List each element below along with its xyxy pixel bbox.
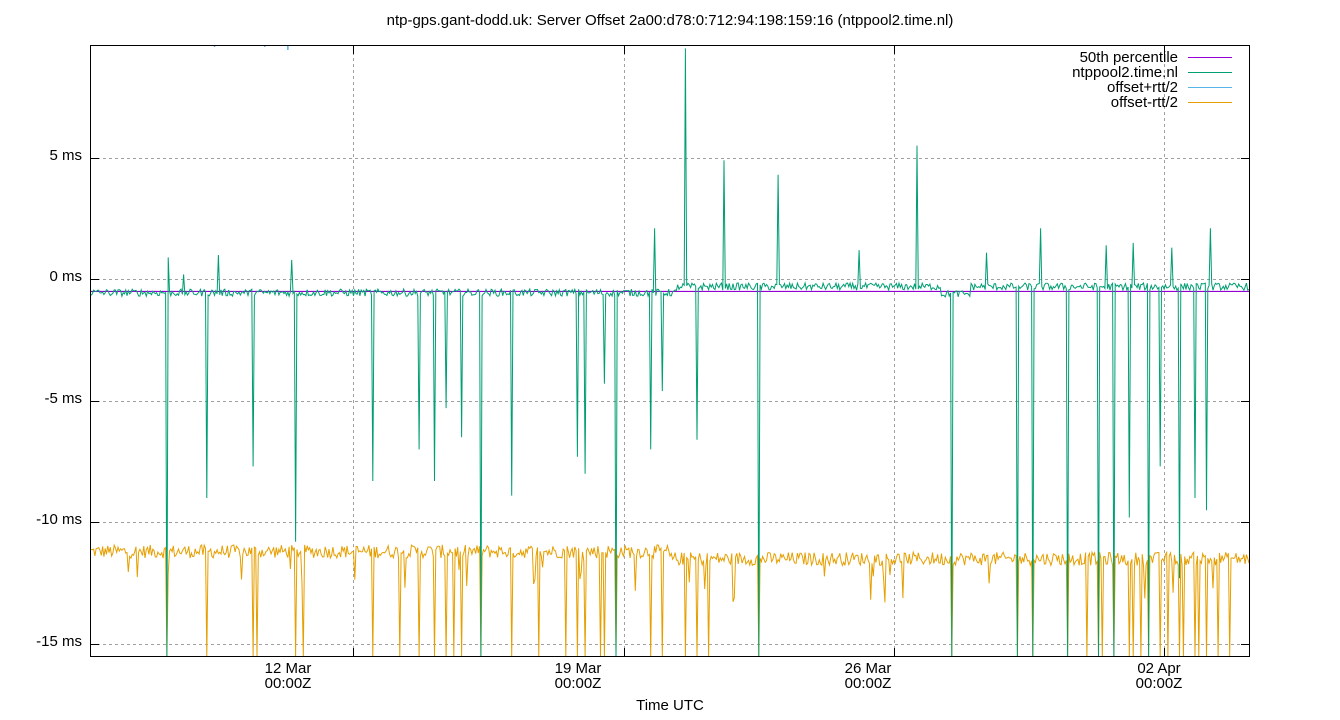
legend-item: offset+rtt/2 [1072,79,1232,96]
legend-swatch [1188,57,1232,58]
x-tick-date: 02 Apr [1137,660,1181,677]
x-tick-label: 12 Mar 00:00Z [238,661,338,691]
x-tick-time: 00:00Z [264,675,312,692]
x-axis-label: Time UTC [636,697,704,714]
y-tick-label: -10 ms [36,511,82,528]
axis-ticks [91,46,1249,656]
y-tick-label: 5 ms [49,147,82,164]
legend-label: ntppool2.time.nl [1072,64,1178,81]
series-lines [90,46,1250,657]
plot-frame [90,45,1250,657]
grid-lines [91,46,1249,656]
x-tick-date: 12 Mar [264,660,312,677]
x-tick-label: 02 Apr 00:00Z [1109,661,1209,691]
y-tick-label: -15 ms [36,633,82,650]
x-tick-time: 00:00Z [1135,675,1183,692]
legend-swatch [1188,102,1232,103]
x-tick-date: 19 Mar [554,660,602,677]
legend-item: ntppool2.time.nl [1072,64,1232,81]
legend-label: offset+rtt/2 [1106,79,1178,96]
legend-label: offset-rtt/2 [1110,94,1178,111]
y-tick-label: -5 ms [44,390,83,407]
legend: 50th percentile ntppool2.time.nl offset+… [1072,49,1232,111]
legend-swatch [1188,72,1232,73]
x-tick-label: 19 Mar 00:00Z [528,661,628,691]
x-tick-date: 26 Mar [844,660,892,677]
legend-item: 50th percentile [1072,49,1232,66]
legend-item: offset-rtt/2 [1072,94,1232,111]
y-tick-label: 0 ms [49,268,82,285]
x-tick-label: 26 Mar 00:00Z [818,661,918,691]
legend-label: 50th percentile [1079,49,1178,66]
chart-title: ntp-gps.gant-dodd.uk: Server Offset 2a00… [386,12,954,29]
x-tick-time: 00:00Z [554,675,602,692]
legend-swatch [1188,87,1232,88]
x-tick-time: 00:00Z [844,675,892,692]
